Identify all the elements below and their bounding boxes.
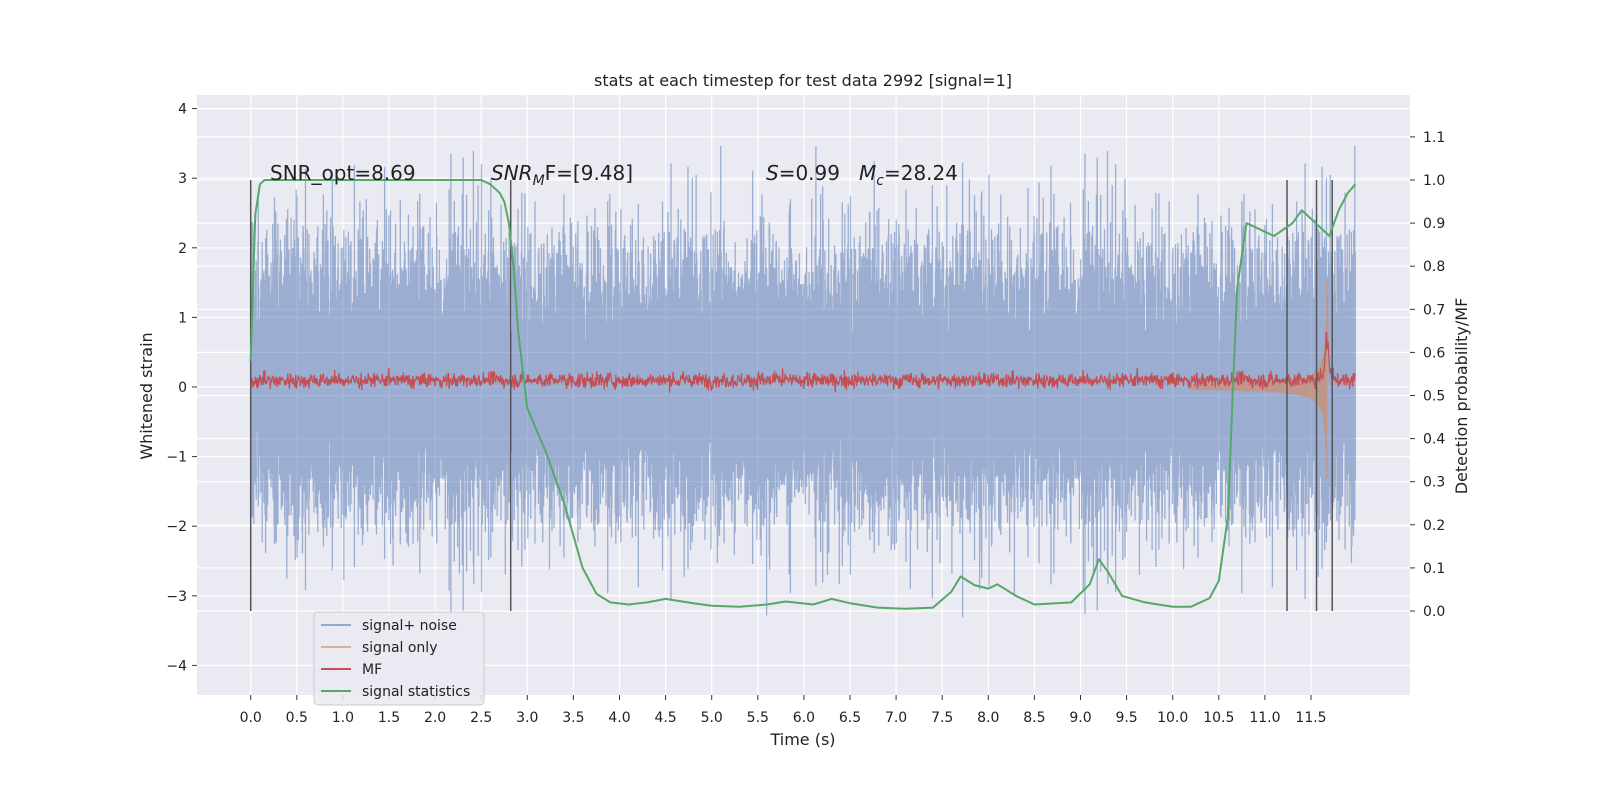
s-value: =0.99 [779,161,840,185]
x-tick-label: 5.5 [747,710,769,726]
x-tick-label: 5.0 [701,710,723,726]
mf-trace [250,332,1356,393]
left-y-tick-label: 0 [178,380,187,396]
chart-title: stats at each timestep for test data 299… [594,71,1012,90]
legend-label-signal-statistics: signal statistics [362,684,470,700]
x-tick-label: 9.0 [1069,710,1091,726]
x-tick-label: 3.5 [562,710,584,726]
x-tick-label: 1.0 [332,710,354,726]
x-tick-label: 4.5 [654,710,676,726]
x-tick-label: 4.0 [608,710,630,726]
legend-box [313,611,485,706]
right-y-tick-label: 0.7 [1423,302,1445,318]
mc-value: =28.24 [884,161,958,185]
snr-opt-annotation: SNR_opt=8.69 [270,161,416,185]
mc-annotation: Mc=28.24 [859,161,958,189]
snr-mf-annotation: SNRMF=[9.48] [491,161,633,189]
legend-label-signal-noise: signal+ noise [362,618,457,634]
left-y-tick-label: −4 [166,658,187,674]
right-y-tick-label: 0.0 [1423,604,1445,620]
x-tick-label: 2.0 [424,710,446,726]
s-label: S [766,161,779,185]
right-y-tick-label: 0.2 [1423,518,1445,534]
left-y-tick-label: 1 [178,310,187,326]
right-y-tick-label: 0.9 [1423,216,1445,232]
x-tick-label: 10.5 [1203,710,1234,726]
left-y-tick-label: 3 [178,171,187,187]
left-y-tick-label: −2 [166,519,187,535]
x-tick-label: 6.5 [839,710,861,726]
legend: signal+ noise signal only MF signal stat… [313,611,485,706]
signal-only-series [1190,280,1332,479]
snr-mf-main: SNR [491,161,533,185]
vertical-markers [249,180,1333,611]
left-y-tick-label: 2 [178,241,187,257]
right-y-tick-label: 0.8 [1423,259,1445,275]
right-y-tick-label: 0.6 [1423,345,1445,361]
signal-statistics-series [249,179,1357,610]
left-y-axis-ticks: 4 3 2 1 0 −1 −2 −3 −4 [166,102,197,674]
left-y-tick-label: −1 [166,450,187,466]
x-tick-label: 0.0 [240,710,262,726]
right-y-tick-label: 1.0 [1423,173,1445,189]
x-tick-label: 10.0 [1157,710,1188,726]
right-y-tick-label: 0.4 [1423,432,1445,448]
x-tick-label: 2.5 [470,710,492,726]
x-tick-label: 8.0 [977,710,999,726]
right-y-axis-label: Detection probability/MF [1452,298,1471,495]
right-y-tick-label: 0.1 [1423,561,1445,577]
x-tick-label: 9.5 [1115,710,1137,726]
mc-sub: c [876,173,884,189]
right-y-tick-label: 1.1 [1423,130,1445,146]
x-tick-label: 3.0 [516,710,538,726]
signal-statistics-line [249,179,1357,610]
x-tick-label: 7.5 [931,710,953,726]
s-annotation: S=0.99 [766,161,840,185]
right-y-tick-label: 0.5 [1423,389,1445,405]
left-y-tick-label: 4 [178,102,187,118]
signal-only-trace [1190,280,1332,479]
x-axis-label: Time (s) [769,730,835,749]
legend-label-mf: MF [362,662,382,678]
left-y-axis-label: Whitened strain [137,332,156,459]
mf-series [250,332,1356,393]
x-tick-label: 11.0 [1249,710,1280,726]
x-tick-label: 7.0 [885,710,907,726]
x-tick-label: 1.5 [378,710,400,726]
x-tick-label: 0.5 [286,710,308,726]
x-tick-label: 6.0 [793,710,815,726]
snr-mf-sub: M [533,173,545,189]
x-tick-label: 8.5 [1023,710,1045,726]
snr-mf-rest: F=[9.48] [545,161,633,185]
mc-label: M [859,161,876,185]
x-axis-ticks: 0.0 0.5 1.0 1.5 2.0 2.5 3.0 3.5 4.0 4.5 5.0 5.5 6.0 6… [240,695,1327,726]
left-y-tick-label: −3 [166,589,187,605]
right-y-axis-ticks: 0.0 0.1 0.2 0.3 0.4 0.5 0.6 0.7 0.8 0.9 1.0 1.1 [1410,130,1445,620]
right-y-tick-label: 0.3 [1423,475,1445,491]
legend-label-signal-only: signal only [362,640,437,656]
x-tick-label: 11.5 [1295,710,1326,726]
